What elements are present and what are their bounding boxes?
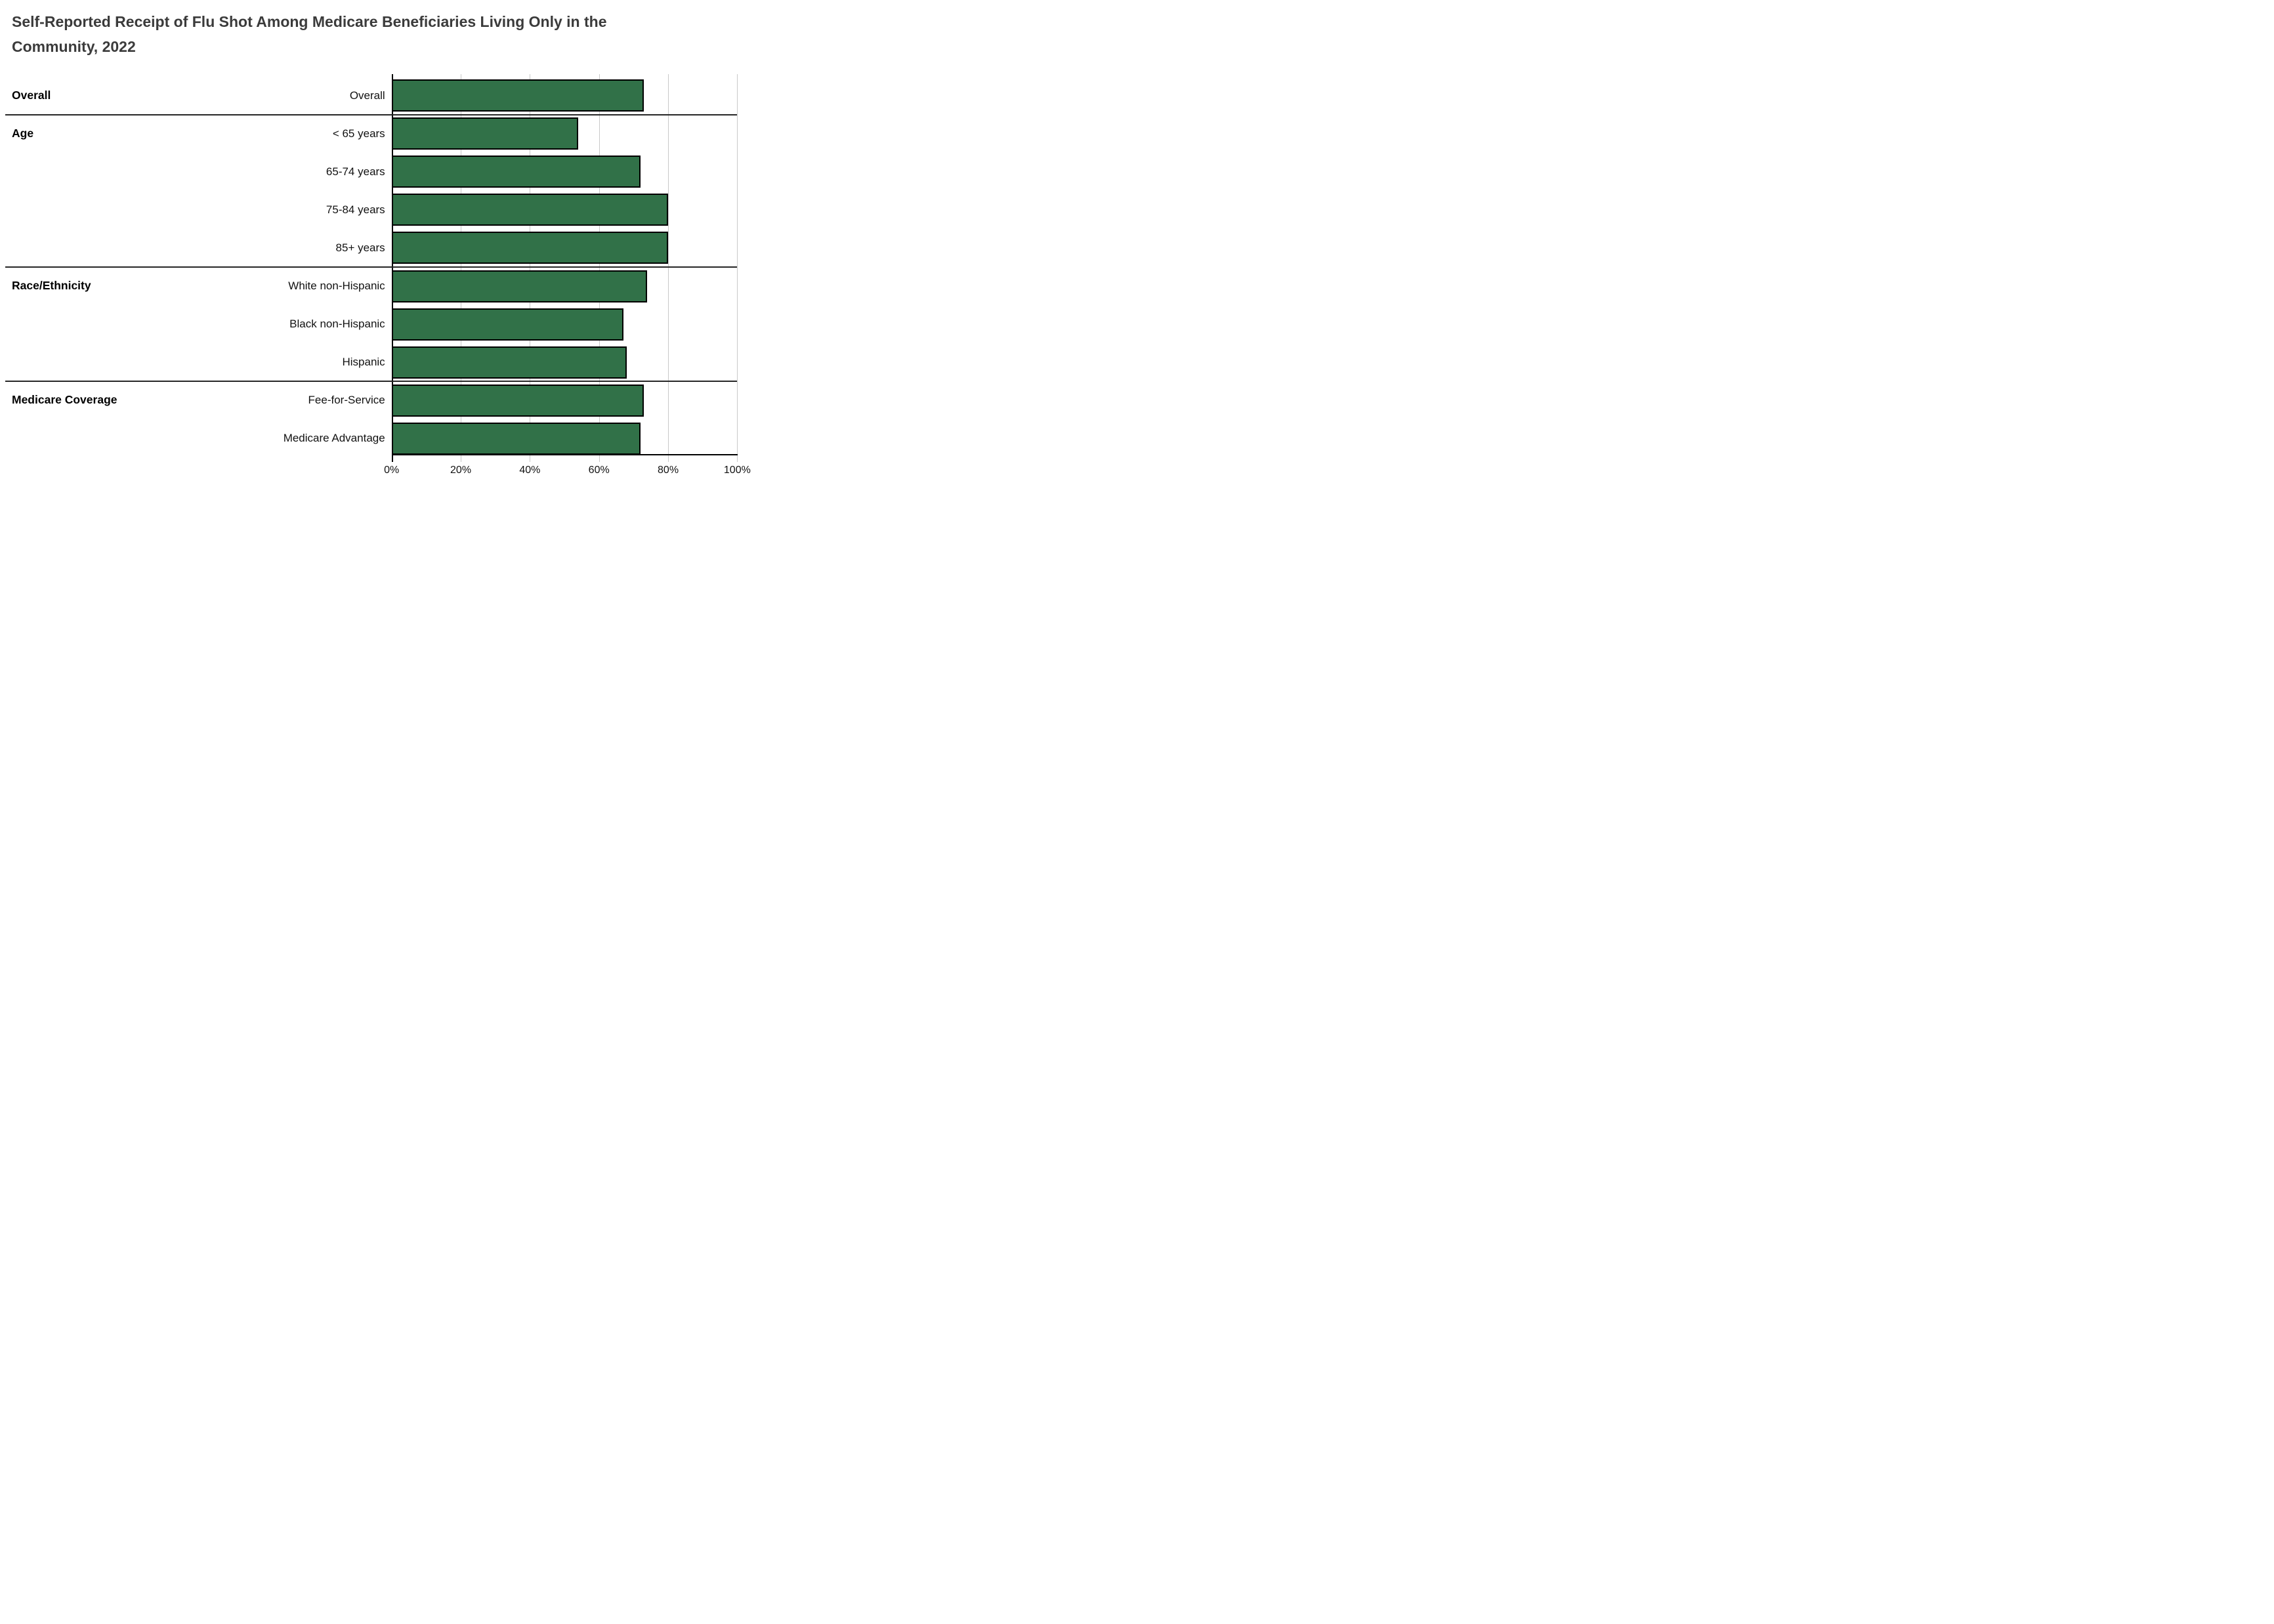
row-label: Overall bbox=[349, 89, 385, 102]
tick-label: 80% bbox=[658, 465, 679, 476]
row-label: Hispanic bbox=[342, 356, 385, 369]
gridline bbox=[599, 73, 600, 462]
group-label: Overall bbox=[12, 88, 51, 102]
group-label: Medicare Coverage bbox=[12, 393, 117, 407]
bar bbox=[391, 346, 627, 379]
tick-label: 40% bbox=[519, 465, 541, 476]
bar bbox=[391, 232, 669, 264]
row-label: Fee-for-Service bbox=[308, 394, 385, 407]
group-separator-line bbox=[5, 381, 738, 383]
tick-label: 100% bbox=[723, 465, 751, 476]
group-separator-line bbox=[5, 114, 738, 115]
row-label: White non-Hispanic bbox=[288, 280, 385, 293]
chart-title: Self-Reported Receipt of Flu Shot Among … bbox=[12, 9, 744, 59]
tick-label: 60% bbox=[588, 465, 610, 476]
row-label: 65-74 years bbox=[326, 165, 385, 178]
flu-shot-bar-chart: Self-Reported Receipt of Flu Shot Among … bbox=[0, 0, 758, 541]
gridline bbox=[737, 73, 738, 462]
bar bbox=[391, 79, 644, 112]
tick-label: 20% bbox=[450, 465, 472, 476]
row-label: 75-84 years bbox=[326, 203, 385, 216]
gridline bbox=[668, 73, 669, 462]
bar bbox=[391, 308, 623, 341]
row-label: 85+ years bbox=[335, 241, 385, 254]
row-label: Black non-Hispanic bbox=[289, 318, 385, 331]
bar bbox=[391, 270, 648, 302]
bar bbox=[391, 422, 641, 455]
group-separator-line bbox=[5, 266, 738, 268]
group-label: Age bbox=[12, 126, 34, 140]
bar bbox=[391, 194, 669, 226]
x-axis bbox=[391, 453, 738, 455]
bar bbox=[391, 156, 641, 188]
row-label: < 65 years bbox=[332, 127, 385, 140]
chart-title-line-2: Community, 2022 bbox=[12, 38, 136, 55]
tick-label: 0% bbox=[384, 465, 400, 476]
group-label: Race/Ethnicity bbox=[12, 279, 91, 293]
bar bbox=[391, 384, 644, 417]
chart-title-line-1: Self-Reported Receipt of Flu Shot Among … bbox=[12, 13, 607, 30]
y-axis bbox=[391, 73, 393, 462]
bar bbox=[391, 117, 579, 150]
row-label: Medicare Advantage bbox=[283, 432, 385, 445]
